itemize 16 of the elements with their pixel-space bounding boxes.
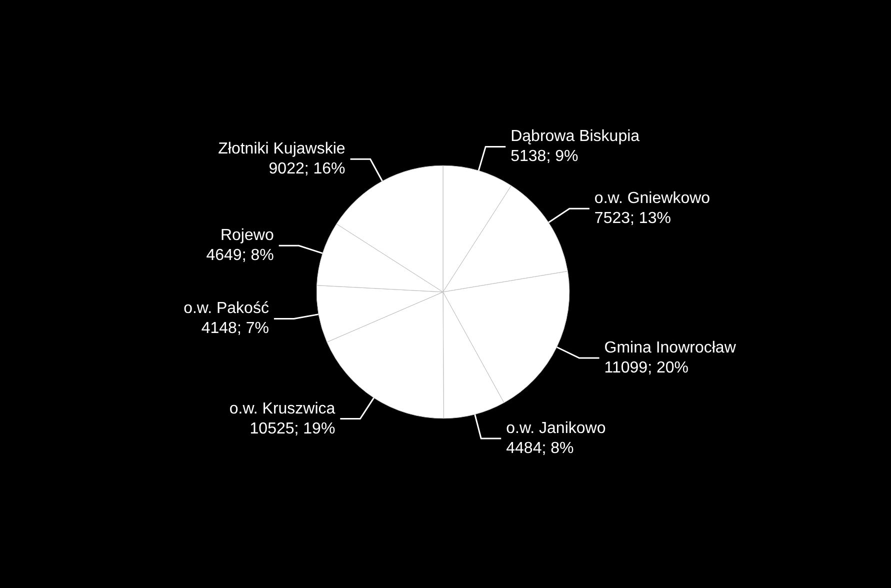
slice-label: o.w. Kruszwica [229, 400, 336, 418]
data-label: 4484; 8% [506, 440, 574, 458]
slice-label: o.w. Gniewkowo [594, 190, 710, 208]
data-label: 4649; 8% [206, 247, 274, 264]
slice-label: Rojewo [220, 227, 274, 244]
slice-label: Złotniki Kujawskie [218, 140, 346, 158]
slice-label: o.w. Janikowo [506, 420, 606, 438]
data-label: 7523; 13% [594, 210, 671, 228]
data-label: 4148; 7% [201, 320, 269, 338]
data-label: 11099; 20% [604, 360, 688, 377]
slice-label: Gmina Inowrocław [604, 340, 736, 357]
slice-label: o.w. Pakość [184, 300, 269, 318]
data-label: 5138; 9% [510, 148, 578, 166]
slice-label: Dąbrowa Biskupia [510, 128, 640, 146]
data-label: 9022; 16% [268, 160, 346, 178]
data-label: 10525; 19% [250, 420, 336, 438]
